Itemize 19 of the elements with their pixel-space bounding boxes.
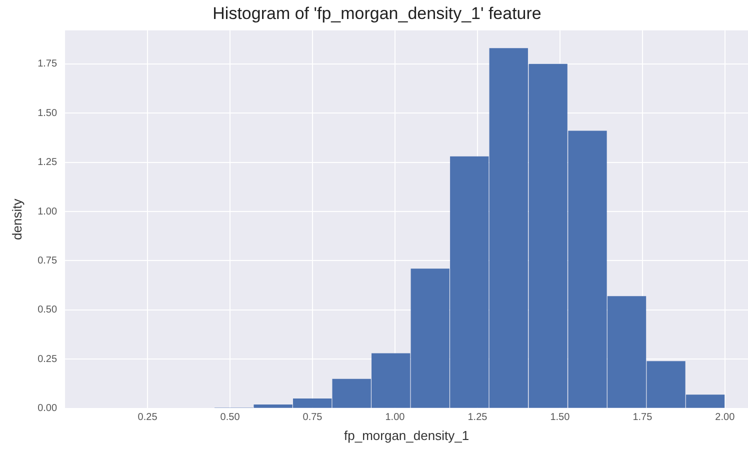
x-tick-label: 1.50: [550, 412, 570, 424]
x-tick-label: 0.25: [138, 412, 158, 424]
y-tick-label: 1.50: [38, 108, 58, 119]
y-tick-label: 1.00: [38, 206, 58, 218]
x-tick-label: 1.75: [632, 412, 653, 424]
y-tick-label: 0.75: [38, 255, 58, 266]
y-tick-label: 1.75: [38, 58, 58, 70]
y-axis-title: density: [9, 198, 24, 240]
x-tick-label: 0.75: [302, 412, 323, 424]
chart-title: Histogram of 'fp_morgan_density_1' feature: [212, 4, 542, 23]
y-tick-label: 1.25: [38, 157, 58, 168]
x-tick-label: 0.50: [220, 412, 240, 424]
y-tick-label: 0.00: [38, 403, 58, 414]
y-tick-label: 0.50: [38, 304, 58, 316]
x-axis-title: fp_morgan_density_1: [344, 428, 470, 443]
x-tick-label: 1.25: [468, 412, 488, 424]
x-tick-label: 2.00: [715, 412, 736, 424]
y-tick-label: 0.25: [38, 354, 58, 365]
x-tick-label: 1.00: [385, 412, 406, 424]
